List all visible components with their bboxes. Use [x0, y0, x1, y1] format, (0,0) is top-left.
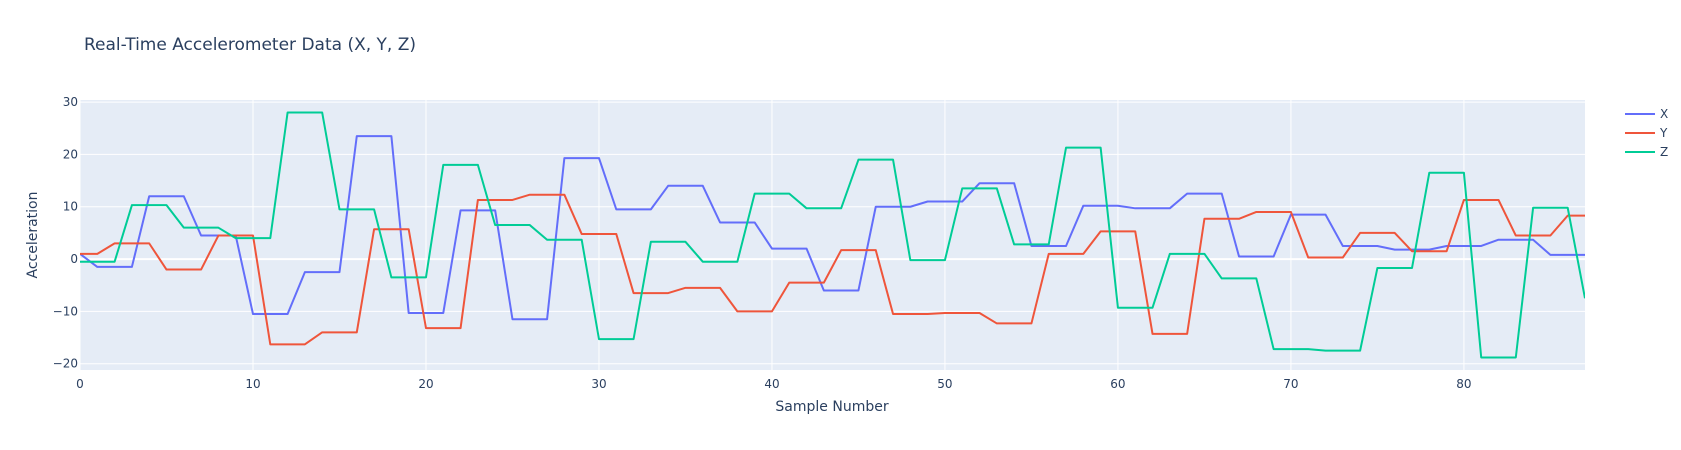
legend-label: X [1660, 107, 1668, 121]
x-tick-label: 20 [418, 377, 433, 391]
grid-lines [79, 100, 1585, 370]
series-lines [80, 111, 1585, 359]
x-tick-label: 50 [937, 377, 952, 391]
y-tick-label: −10 [53, 304, 78, 318]
legend[interactable]: XYZ [1625, 107, 1668, 159]
y-tick-label: 0 [70, 252, 78, 266]
x-tick-label: 10 [245, 377, 260, 391]
x-axis-ticks: 0 10 20 30 40 50 60 70 80 [76, 377, 1471, 391]
x-axis-title: Sample Number [775, 399, 888, 415]
y-tick-label: −20 [53, 357, 78, 371]
x-tick-label: 40 [764, 377, 779, 391]
x-tick-label: 80 [1456, 377, 1471, 391]
y-axis-ticks: −20 −10 0 10 20 30 [53, 95, 78, 371]
x-tick-label: 30 [591, 377, 606, 391]
x-tick-label: 70 [1283, 377, 1298, 391]
y-tick-label: 20 [63, 147, 78, 161]
legend-label: Z [1660, 145, 1668, 159]
legend-label: Y [1659, 126, 1668, 140]
y-axis-title: Acceleration [25, 192, 41, 279]
legend-item-y[interactable]: Y [1625, 126, 1668, 140]
legend-item-z[interactable]: Z [1625, 145, 1668, 159]
series-line-z [80, 111, 1585, 359]
plot-area [80, 100, 1585, 370]
x-tick-label: 0 [76, 377, 84, 391]
legend-item-x[interactable]: X [1625, 107, 1668, 121]
series-line-y [80, 193, 1585, 346]
x-tick-label: 60 [1110, 377, 1125, 391]
y-tick-label: 30 [63, 95, 78, 109]
series-line-x [80, 135, 1585, 321]
y-tick-label: 10 [63, 200, 78, 214]
chart-title: Real-Time Accelerometer Data (X, Y, Z) [84, 35, 416, 55]
